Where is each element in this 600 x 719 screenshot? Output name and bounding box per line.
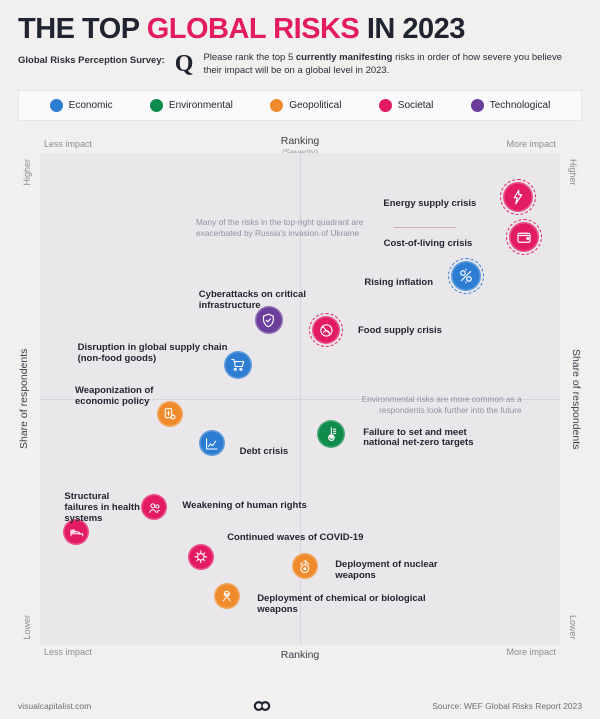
title-post: IN 2023 [359,13,465,45]
risk-node [188,544,214,570]
footer: visualcapitalist.com Source: WEF Global … [18,699,582,713]
risk-label: Energy supply crisis [383,199,476,210]
risk-label: Cost-of-living crisis [384,239,473,250]
risk-label: Weakening of human rights [182,501,306,512]
legend-item-environmental: Environmental [150,99,233,112]
cart-icon [229,356,246,373]
risk-label: Deployment of chemical or biological wea… [257,594,457,616]
money-icon [162,406,178,422]
risk-label: Food supply crisis [358,326,442,337]
legend-item-geopolitical: Geopolitical [270,99,341,112]
swatch-icon [379,99,392,112]
virus-icon [193,549,209,565]
risk-label: Deployment of nuclear weapons [335,560,475,582]
risk-node [317,420,345,448]
risk-node [199,430,225,456]
risk-node [214,583,240,609]
risk-node [451,261,481,291]
survey-label: Global Risks Perception Survey: [18,52,165,66]
annotation: Many of the risks in the top-right quadr… [196,217,376,239]
corner-more-top: More impact [506,139,556,149]
question-row: Global Risks Perception Survey: Q Please… [18,52,582,78]
annotation: Environmental risks are more common as a… [342,394,522,416]
axis-left: Share of respondents [18,153,38,645]
risk-label: Cyberattacks on critical infrastructure [199,290,309,312]
question-text: Please rank the top 5 currently manifest… [203,52,582,78]
title-highlight: GLOBAL RISKS [147,13,360,45]
risk-node [141,494,167,520]
risk-label: Structural failures in health systems [64,492,144,525]
mask-icon [219,588,235,604]
risk-node [292,553,318,579]
risk-node [503,182,533,212]
nuke-icon [297,559,313,575]
risk-label: Continued waves of COVID-19 [227,533,363,544]
swatch-icon [270,99,283,112]
plot-area: Ranking (Severity) Less impact More impa… [18,135,582,673]
swatch-icon [50,99,63,112]
legend-item-societal: Societal [379,99,434,112]
footer-right: Source: WEF Global Risks Report 2023 [432,701,582,711]
shield-icon [260,312,277,329]
chart-icon [204,436,220,452]
logo-icon [251,699,273,713]
title-pre: THE TOP [18,13,147,45]
corner-less-top: Less impact [44,139,92,149]
axis-bottom: Ranking [40,649,560,661]
risk-label: Rising inflation [364,278,433,289]
footer-left: visualcapitalist.com [18,701,91,711]
page-title: THE TOP GLOBAL RISKS IN 2023 [18,14,582,44]
legend: Economic Environmental Geopolitical Societa… [18,90,582,121]
scatter-plot: Many of the risks in the top-right quadr… [40,153,560,645]
people-icon [147,500,163,516]
corner-more-bot: More impact [506,647,556,657]
corner-less-bot: Less impact [44,647,92,657]
question-icon: Q [175,52,194,76]
risk-node [509,222,539,252]
legend-item-technological: Technological [471,99,551,112]
thermo-icon [323,425,340,442]
risk-node [224,351,252,379]
risk-node [312,316,340,344]
swatch-icon [150,99,163,112]
risk-label: Debt crisis [240,447,289,458]
risk-label: Disruption in global supply chain (non-f… [78,343,228,365]
axis-right: Share of respondents [562,153,582,645]
bed-icon [69,524,85,540]
risk-label: Failure to set and meet national net-zer… [363,428,493,450]
risk-label: Weaponization of economic policy [75,386,175,408]
swatch-icon [471,99,484,112]
legend-item-economic: Economic [50,99,113,112]
